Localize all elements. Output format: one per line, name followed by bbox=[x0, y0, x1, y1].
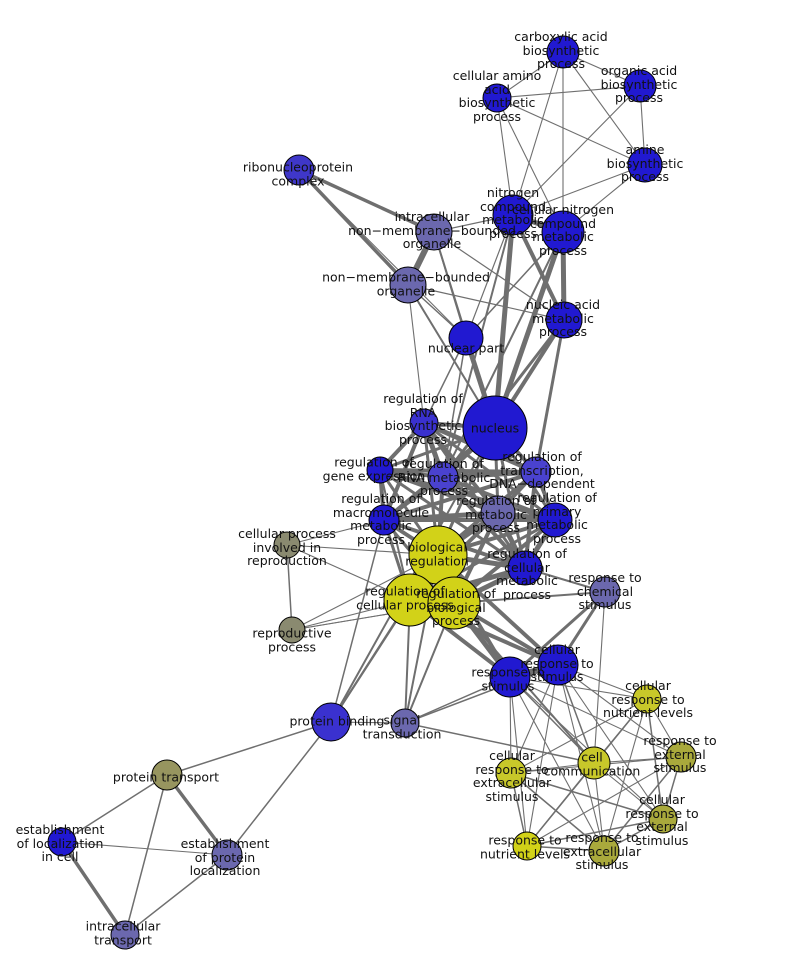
edge bbox=[166, 721, 332, 776]
edge bbox=[526, 762, 595, 847]
edge bbox=[433, 231, 565, 321]
edge bbox=[407, 284, 425, 424]
graph-node[interactable] bbox=[427, 461, 459, 493]
graph-node[interactable] bbox=[546, 35, 580, 69]
edge bbox=[512, 164, 646, 216]
graph-node[interactable] bbox=[520, 456, 552, 488]
edge bbox=[286, 544, 293, 631]
edge bbox=[496, 85, 641, 99]
edge bbox=[510, 772, 605, 852]
edge bbox=[603, 698, 648, 852]
edge bbox=[226, 721, 332, 856]
edge bbox=[124, 854, 228, 936]
graph-node[interactable] bbox=[512, 831, 542, 861]
graph-node[interactable] bbox=[211, 839, 243, 871]
graph-node[interactable] bbox=[366, 456, 394, 484]
graph-node[interactable] bbox=[409, 408, 439, 438]
graph-node[interactable] bbox=[389, 266, 427, 304]
graph-node[interactable] bbox=[47, 827, 77, 857]
edge bbox=[298, 169, 467, 339]
edge bbox=[378, 468, 538, 474]
graph-node[interactable] bbox=[390, 708, 420, 738]
graph-node[interactable] bbox=[495, 757, 527, 789]
edge bbox=[557, 664, 682, 758]
graph-node[interactable] bbox=[462, 395, 528, 461]
edge bbox=[422, 421, 500, 515]
edge bbox=[407, 284, 565, 321]
edge bbox=[61, 841, 228, 856]
graph-node[interactable] bbox=[632, 684, 662, 714]
graph-node[interactable] bbox=[492, 194, 534, 236]
edge bbox=[297, 168, 410, 287]
graph-node[interactable] bbox=[577, 746, 611, 780]
graph-node[interactable] bbox=[537, 644, 579, 686]
graph-node[interactable] bbox=[448, 320, 484, 356]
graph-node[interactable] bbox=[368, 504, 400, 536]
graph-node[interactable] bbox=[588, 835, 620, 867]
edge bbox=[496, 97, 646, 166]
edge bbox=[510, 772, 664, 820]
graph-node[interactable] bbox=[537, 502, 573, 538]
graph-node[interactable] bbox=[151, 759, 183, 791]
graph-node[interactable] bbox=[623, 69, 657, 103]
graph-node[interactable] bbox=[311, 702, 351, 742]
graph-node[interactable] bbox=[541, 210, 585, 254]
edge bbox=[286, 519, 385, 546]
edge bbox=[442, 231, 564, 478]
edge bbox=[562, 51, 646, 166]
graph-node[interactable] bbox=[415, 213, 453, 251]
edge bbox=[404, 722, 595, 764]
edge bbox=[330, 519, 385, 723]
graph-node[interactable] bbox=[283, 154, 315, 186]
nodes-group bbox=[47, 35, 697, 950]
graph-node[interactable] bbox=[545, 301, 583, 339]
edge bbox=[492, 212, 516, 431]
edge bbox=[557, 664, 664, 820]
edges-group bbox=[60, 51, 682, 937]
graph-node[interactable] bbox=[482, 83, 512, 113]
graph-node[interactable] bbox=[110, 920, 140, 950]
graph-node[interactable] bbox=[273, 531, 301, 559]
edge bbox=[512, 51, 564, 216]
edge bbox=[465, 214, 514, 339]
graph-node[interactable] bbox=[589, 576, 621, 608]
edge bbox=[603, 756, 682, 852]
edge bbox=[165, 773, 229, 857]
edge bbox=[534, 318, 566, 474]
graph-node[interactable] bbox=[427, 576, 481, 630]
graph-node[interactable] bbox=[480, 495, 516, 531]
edge bbox=[509, 676, 648, 700]
edge bbox=[124, 774, 168, 936]
edge bbox=[61, 774, 168, 843]
edge bbox=[60, 840, 127, 937]
graph-node[interactable] bbox=[665, 741, 697, 773]
edge bbox=[508, 590, 607, 679]
graph-node[interactable] bbox=[489, 656, 531, 698]
graph-node[interactable] bbox=[648, 804, 678, 834]
edge bbox=[378, 468, 557, 522]
edge bbox=[510, 698, 648, 774]
edge bbox=[297, 168, 436, 234]
graph-node[interactable] bbox=[278, 616, 306, 644]
edge bbox=[509, 676, 664, 820]
edge bbox=[593, 591, 606, 764]
graph-node[interactable] bbox=[507, 550, 543, 586]
edge bbox=[496, 97, 564, 233]
edge bbox=[509, 676, 605, 852]
edge bbox=[465, 231, 564, 339]
edge bbox=[512, 85, 641, 216]
graph-node[interactable] bbox=[627, 147, 663, 183]
edge bbox=[526, 818, 664, 847]
edge bbox=[404, 664, 559, 724]
